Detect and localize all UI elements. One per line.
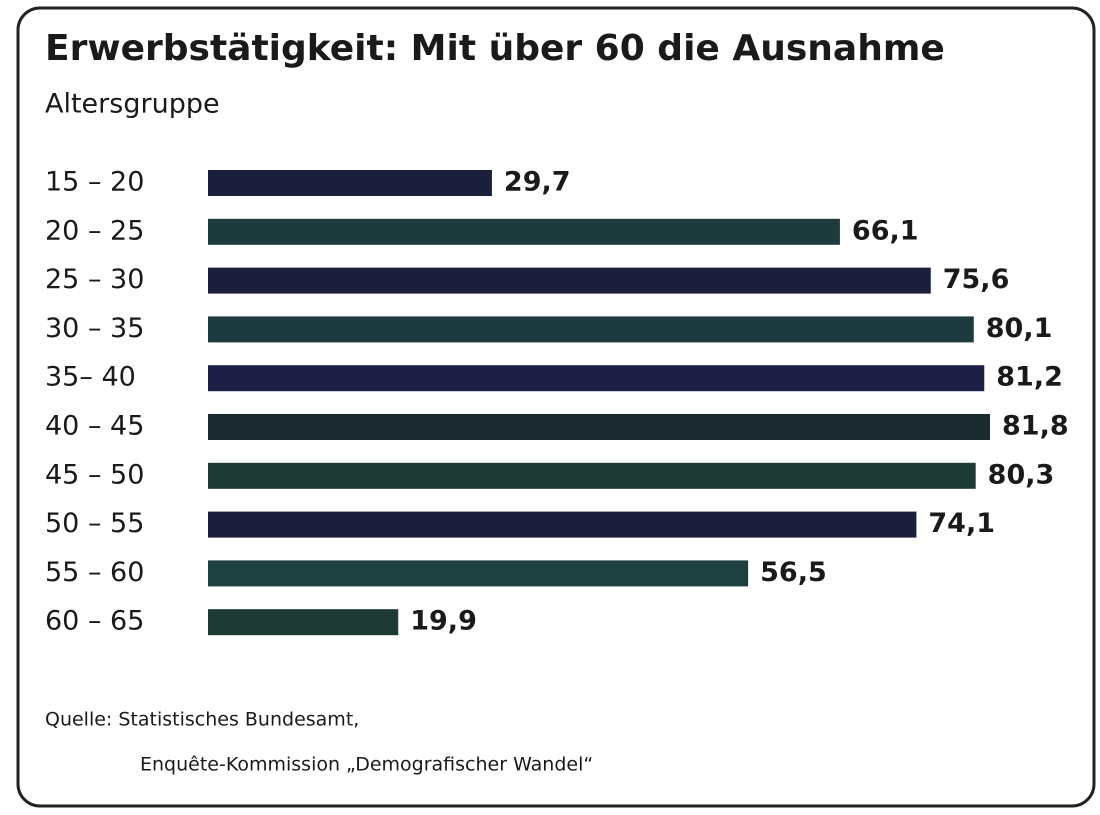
category-label: 35– 40 xyxy=(45,362,136,393)
bar xyxy=(208,511,917,538)
value-label: 80,1 xyxy=(986,313,1053,344)
category-label: 30 – 35 xyxy=(45,313,144,344)
subtitle: Altersgruppe xyxy=(45,89,220,120)
bar xyxy=(208,170,492,196)
bar xyxy=(208,560,749,587)
category-label: 60 – 65 xyxy=(45,606,144,637)
value-label: 29,7 xyxy=(504,167,571,198)
bar xyxy=(208,267,931,294)
category-label: 55 – 60 xyxy=(45,557,144,588)
bar xyxy=(208,609,399,636)
value-label: 81,8 xyxy=(1002,411,1069,442)
value-label: 80,3 xyxy=(988,459,1055,490)
bar xyxy=(208,316,974,343)
chart-title: Erwerbstätigkeit: Mit über 60 die Ausnah… xyxy=(45,28,945,69)
source: Enquête-Kommission „Demografischer Wande… xyxy=(140,754,593,776)
frame xyxy=(16,6,1096,808)
bar xyxy=(208,462,976,489)
bar xyxy=(208,218,840,245)
category-label: 25 – 30 xyxy=(45,264,144,295)
bar xyxy=(208,414,991,440)
category-label: 15 – 20 xyxy=(45,167,144,198)
category-label: 20 – 25 xyxy=(45,215,144,246)
value-label: 81,2 xyxy=(996,362,1063,393)
bar xyxy=(208,365,985,392)
value-label: 19,9 xyxy=(410,606,477,637)
value-label: 66,1 xyxy=(852,215,919,246)
value-label: 75,6 xyxy=(943,264,1010,295)
source: Quelle: Statistisches Bundesamt, xyxy=(45,709,359,731)
category-label: 40 – 45 xyxy=(45,411,144,442)
category-label: 50 – 55 xyxy=(45,508,144,539)
value-label: 74,1 xyxy=(928,508,995,539)
value-label: 56,5 xyxy=(760,557,827,588)
category-label: 45 – 50 xyxy=(45,459,144,490)
